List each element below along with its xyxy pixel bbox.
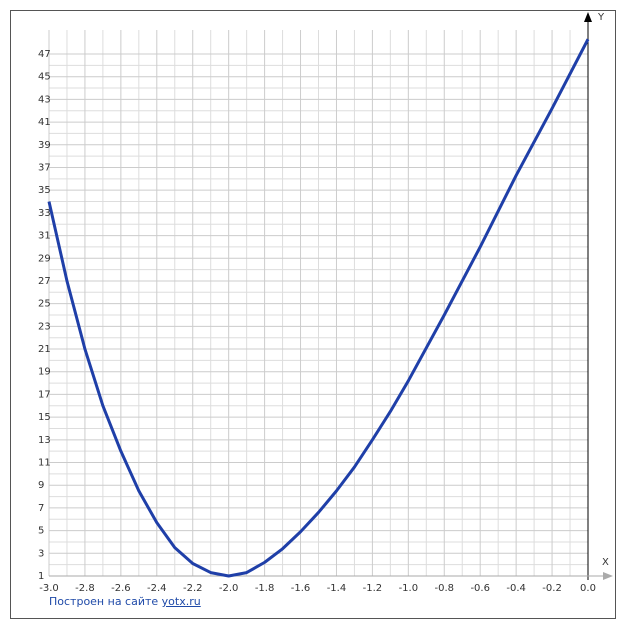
x-axis-label: X (602, 557, 609, 568)
x-tick-label: -0.2 (542, 583, 562, 594)
y-tick-label: 47 (38, 49, 51, 60)
y-tick-label: 5 (38, 526, 44, 537)
y-tick-label: 9 (38, 480, 44, 491)
y-tick-label: 45 (38, 72, 51, 83)
y-tick-label: 25 (38, 299, 51, 310)
y-tick-label: 37 (38, 162, 51, 173)
y-tick-label: 23 (38, 321, 51, 332)
y-tick-label: 7 (38, 503, 44, 514)
x-tick-label: -1.0 (399, 583, 419, 594)
y-tick-label: 21 (38, 344, 51, 355)
y-tick-label: 35 (38, 185, 51, 196)
x-tick-label: -2.4 (147, 583, 167, 594)
x-tick-label: -0.4 (506, 583, 526, 594)
y-tick-label: 33 (38, 208, 51, 219)
x-tick-label: -0.8 (435, 583, 455, 594)
y-tick-label: 41 (38, 117, 51, 128)
x-tick-label: -2.6 (111, 583, 131, 594)
y-axis-arrow (584, 12, 592, 22)
x-tick-label: -1.6 (291, 583, 311, 594)
grid (48, 30, 589, 577)
y-tick-label: 15 (38, 412, 51, 423)
line (47, 38, 590, 578)
x-tick-label: -1.4 (327, 583, 347, 594)
x-tick-label: -2.2 (183, 583, 203, 594)
y-tick-label: 1 (38, 571, 44, 582)
y-tick-label: 27 (38, 276, 51, 287)
x-axis-arrow (603, 572, 613, 580)
y-tick-label: 29 (38, 253, 51, 264)
x-tick-label: 0.0 (580, 583, 596, 594)
y-tick-label: 31 (38, 231, 51, 242)
y-tick-label: 17 (38, 389, 51, 400)
footer-text: Построен на сайте (49, 595, 159, 608)
y-tick-label: 19 (38, 367, 51, 378)
y-tick-label: 3 (38, 548, 44, 559)
footer-link[interactable]: yotx.ru (161, 595, 201, 608)
x-tick-label: -2.0 (219, 583, 239, 594)
x-tick-label: -1.8 (255, 583, 275, 594)
axes (49, 12, 613, 580)
y-tick-label: 43 (38, 94, 51, 105)
footer: Построен на сайте yotx.ru (49, 595, 201, 608)
y-tick-label: 13 (38, 435, 51, 446)
x-tick-label: -0.6 (470, 583, 490, 594)
frame (10, 10, 616, 619)
x-tick-label: -1.2 (363, 583, 383, 594)
y-tick-label: 11 (38, 458, 51, 469)
x-tick-label: -2.8 (75, 583, 95, 594)
y-tick-label: 39 (38, 140, 51, 151)
x-tick-label: -3.0 (39, 583, 59, 594)
y-axis-label: Y (597, 12, 605, 23)
